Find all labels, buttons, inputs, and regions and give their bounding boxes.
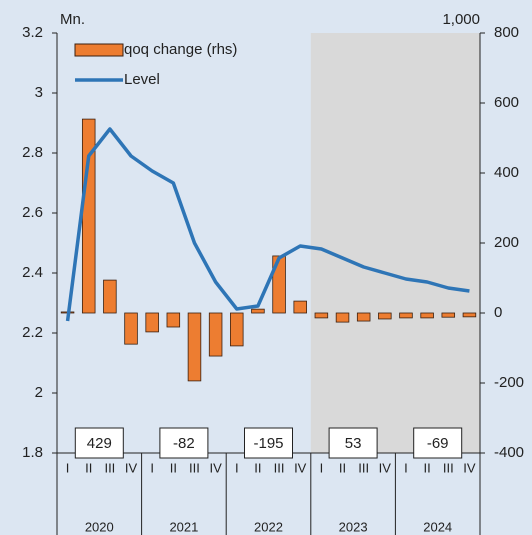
y2-tick-label: 400: [494, 164, 519, 181]
y2-tick-label: 200: [494, 234, 519, 251]
bar: [293, 300, 307, 314]
year-label: 2021: [169, 519, 198, 534]
y-tick-label: 3: [35, 84, 43, 101]
bar: [124, 312, 138, 345]
x-tick-label: I: [66, 460, 70, 475]
bar: [251, 308, 265, 314]
y-tick-label: 2.8: [22, 144, 43, 161]
bar: [356, 312, 371, 322]
x-tick-label: IV: [294, 460, 307, 475]
bar: [441, 312, 456, 318]
x-tick-label: IV: [379, 460, 392, 475]
x-tick-label: III: [443, 460, 454, 475]
bar: [272, 255, 286, 314]
x-tick-label: II: [170, 460, 177, 475]
y2-tick-label: 600: [494, 94, 519, 111]
x-tick-label: I: [320, 460, 324, 475]
legend-swatch: [74, 43, 124, 57]
bar: [230, 312, 244, 347]
year-label: 2023: [339, 519, 368, 534]
y-tick-label: 2.2: [22, 324, 43, 341]
y2-tick-label: 0: [494, 304, 502, 321]
annual-box: [413, 427, 463, 459]
bar: [335, 312, 350, 323]
annual-total: -195: [253, 435, 283, 452]
y2-tick-label: -400: [494, 444, 524, 461]
annual-total: 429: [87, 435, 112, 452]
legend-label: qoq change (rhs): [124, 41, 237, 58]
year-label: 2020: [85, 519, 114, 534]
annual-box: [159, 427, 209, 459]
year-label: 2024: [423, 519, 452, 534]
x-tick-label: I: [235, 460, 239, 475]
line: [65, 127, 470, 322]
year-label: 2022: [254, 519, 283, 534]
x-tick-label: II: [339, 460, 346, 475]
annual-total: 53: [345, 435, 362, 452]
bar: [420, 312, 434, 319]
x-tick-label: II: [254, 460, 261, 475]
bar: [145, 312, 159, 333]
x-tick-label: III: [274, 460, 285, 475]
y-tick-label: 3.2: [22, 24, 43, 41]
y-tick-label: 2: [35, 384, 43, 401]
bar: [399, 312, 413, 319]
y2-unit-label: 1,000: [442, 11, 480, 28]
annual-box: [74, 427, 124, 459]
legend-label: Level: [124, 71, 160, 88]
annual-box: [244, 427, 293, 459]
x-tick-label: II: [424, 460, 431, 475]
annual-total: -69: [427, 435, 449, 452]
forecast-shade: [310, 33, 480, 453]
y-tick-label: 2.4: [22, 264, 43, 281]
x-tick-label: III: [104, 460, 115, 475]
y2-tick-label: -200: [494, 374, 524, 391]
y2-tick-label: 800: [494, 24, 519, 41]
x-tick-label: I: [150, 460, 154, 475]
bar: [378, 312, 392, 320]
x-tick-label: III: [358, 460, 369, 475]
x-tick-label: I: [404, 460, 408, 475]
y-tick-label: 2.6: [22, 204, 43, 221]
annual-box: [328, 427, 378, 459]
bar: [166, 312, 181, 328]
x-tick-label: II: [85, 460, 92, 475]
y-unit-label: Mn.: [60, 11, 85, 28]
bar: [462, 312, 477, 318]
x-tick-label: III: [189, 460, 200, 475]
y-tick-label: 1.8: [22, 444, 43, 461]
bar: [103, 279, 117, 314]
x-tick-label: IV: [209, 460, 222, 475]
bar: [187, 312, 202, 382]
annual-total: -82: [173, 435, 195, 452]
x-tick-label: IV: [125, 460, 138, 475]
bar: [208, 312, 223, 357]
bar: [314, 312, 329, 319]
x-tick-label: IV: [463, 460, 476, 475]
